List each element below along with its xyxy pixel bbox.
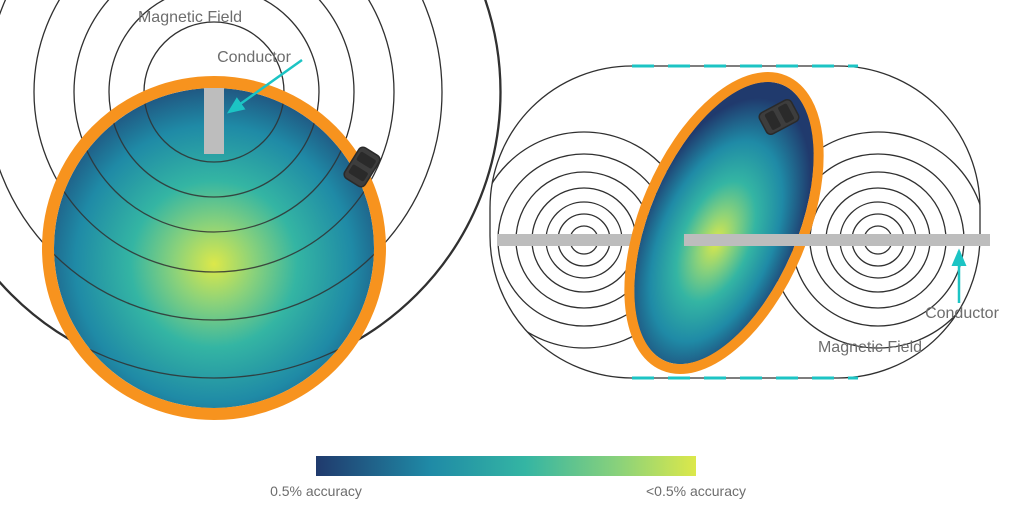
left-magnetic-label: Magnetic Field xyxy=(138,9,242,26)
left-panel: Magnetic Field Conductor xyxy=(0,0,501,414)
legend-right-label: <0.5% accuracy xyxy=(646,483,746,499)
left-conductor xyxy=(204,88,224,154)
right-panel: Magnetic FieldConductor xyxy=(476,49,1000,396)
legend-left-label: 0.5% accuracy xyxy=(270,483,362,499)
right-magnetic-label: Magnetic Field xyxy=(818,339,922,356)
legend: 0.5% accuracy <0.5% accuracy xyxy=(270,456,746,499)
right-conductor-front xyxy=(684,234,990,246)
legend-bar xyxy=(316,456,696,476)
right-conductor-label: Conductor xyxy=(925,305,999,322)
left-conductor-label: Conductor xyxy=(217,49,291,66)
